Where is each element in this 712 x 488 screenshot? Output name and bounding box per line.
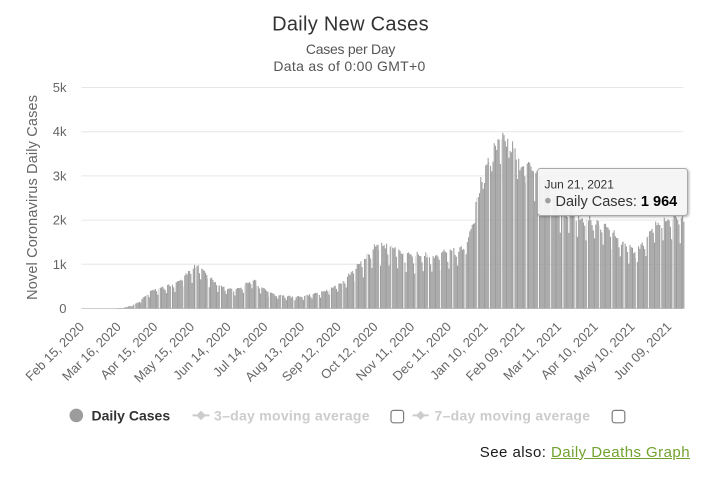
svg-text:Daily New Cases: Daily New Cases — [272, 13, 429, 35]
svg-text:Data as of 0:00 GMT+0: Data as of 0:00 GMT+0 — [273, 58, 425, 74]
svg-text:3k: 3k — [53, 168, 67, 183]
svg-text:3–day moving average: 3–day moving average — [214, 408, 370, 424]
svg-text:Daily Cases: 1 964: Daily Cases: 1 964 — [556, 194, 678, 210]
svg-text:Jun 21, 2021: Jun 21, 2021 — [545, 178, 615, 192]
svg-text:Daily Cases: Daily Cases — [92, 408, 171, 424]
svg-text:0: 0 — [59, 301, 66, 316]
svg-text:2k: 2k — [53, 213, 67, 228]
svg-text:1k: 1k — [53, 257, 67, 272]
svg-text:7–day moving average: 7–day moving average — [435, 408, 591, 424]
svg-text:Novel Coronavirus Daily Cases: Novel Coronavirus Daily Cases — [25, 95, 41, 300]
svg-text:4k: 4k — [53, 124, 67, 139]
svg-text:Cases per Day: Cases per Day — [306, 41, 396, 57]
svg-text:5k: 5k — [53, 80, 67, 95]
